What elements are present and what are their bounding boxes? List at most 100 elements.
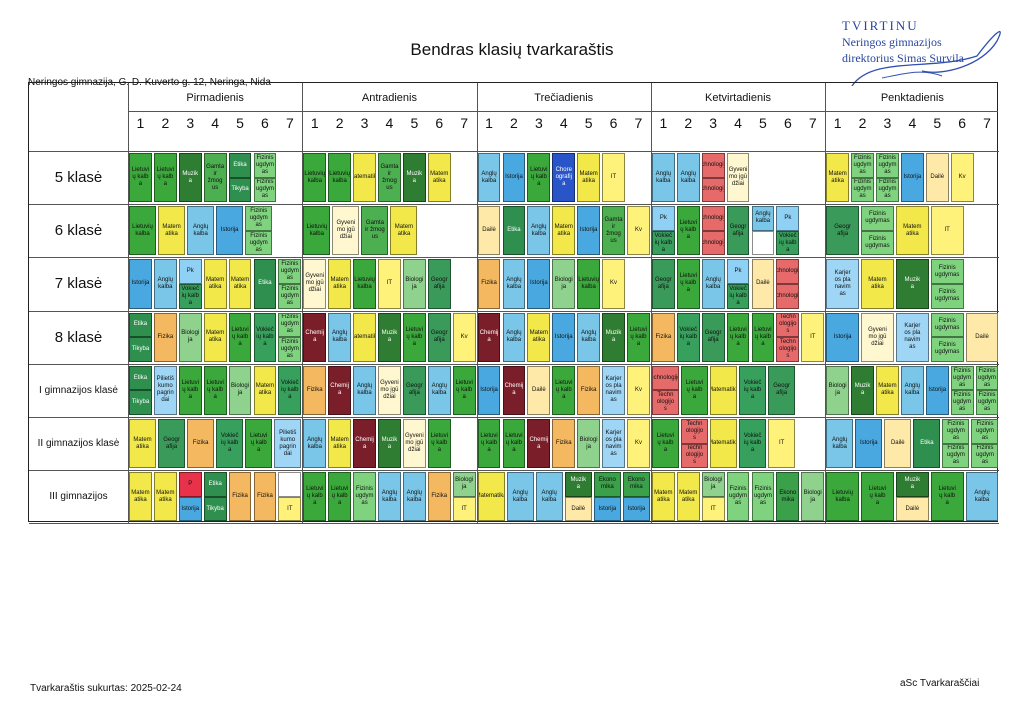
lesson-cell[interactable]: Geogr afija (427, 312, 451, 362)
lesson-cell[interactable]: Fizinis ugdym as (245, 206, 273, 231)
lesson-cell[interactable]: Dailė (965, 312, 999, 362)
lesson-cell[interactable]: Matem atika (328, 259, 352, 309)
lesson-cell[interactable]: Lietuvi ų kalb a (651, 419, 679, 469)
lesson-cell[interactable]: Fizika (577, 365, 601, 415)
lesson-cell[interactable]: Fizinis ugdym as (353, 472, 376, 522)
lesson-cell[interactable]: Fizika (153, 312, 177, 362)
lesson-cell[interactable]: Gyveni mo įgū džiai (402, 419, 426, 469)
lesson-cell[interactable]: Fizinis ugdymas (930, 337, 964, 362)
lesson-cell[interactable]: Fizinis ugdym as (726, 472, 750, 522)
lesson-cell[interactable]: Istorija (129, 259, 152, 309)
lesson-cell[interactable]: Anglų kalba (353, 365, 376, 415)
lesson-cell[interactable]: Fizika (477, 259, 501, 309)
lesson-cell[interactable]: Matem atika (390, 206, 418, 256)
lesson-cell[interactable]: Dailė (477, 206, 501, 256)
lesson-cell[interactable]: Fizinis ugdym as (971, 443, 999, 469)
lesson-cell[interactable]: Fizinis ugdym as (851, 153, 874, 178)
lesson-cell[interactable]: Kv (452, 312, 476, 362)
lesson-cell[interactable]: Fizika (187, 419, 215, 469)
lesson-cell[interactable]: Etika (228, 153, 252, 178)
lesson-cell[interactable]: Anglų kalba (502, 259, 526, 309)
lesson-cell[interactable]: Geogr afija (402, 365, 426, 415)
lesson-cell[interactable]: Istorija (577, 206, 601, 256)
lesson-cell[interactable]: Geogr afija (701, 312, 725, 362)
lesson-cell[interactable]: Techn ologijo s (651, 390, 679, 415)
lesson-cell[interactable]: Muzik a (178, 153, 202, 203)
lesson-cell[interactable]: Anglų kalba (651, 153, 675, 203)
lesson-cell[interactable]: Lietuvi ų kalb a (627, 312, 650, 362)
lesson-cell[interactable]: Anglų kalba (527, 206, 551, 256)
lesson-cell[interactable]: Fizinis ugdym as (950, 365, 974, 391)
lesson-cell[interactable]: Anglų kalba (303, 419, 327, 469)
lesson-cell[interactable]: Fizinis ugdym as (950, 390, 974, 415)
lesson-cell[interactable]: Techn ologijo s (680, 443, 708, 469)
lesson-cell[interactable]: Matem atika (527, 312, 551, 362)
lesson-cell[interactable]: Istorija (855, 419, 883, 469)
lesson-cell[interactable]: Chemij a (353, 419, 376, 469)
lesson-cell[interactable]: Istorija (216, 206, 244, 256)
lesson-cell[interactable]: Vokieč ių kalb a (739, 365, 767, 415)
lesson-cell[interactable]: Biologi ja (701, 472, 725, 497)
lesson-cell[interactable]: Biologi ja (826, 365, 850, 415)
lesson-cell[interactable]: Anglų kalba (701, 259, 725, 309)
lesson-cell[interactable]: Fizinis ugdym as (876, 153, 899, 178)
lesson-cell[interactable]: Vokieč ių kalb a (178, 284, 202, 309)
lesson-cell[interactable]: Fizinis ugdymas (930, 284, 964, 309)
lesson-cell[interactable]: Biologi ja (452, 472, 476, 497)
lesson-cell[interactable]: Fizinis ugdymas (930, 312, 964, 338)
lesson-cell[interactable]: Istorija (593, 496, 621, 522)
lesson-cell[interactable]: Lietuvi ų kalb a (477, 419, 501, 469)
lesson-cell[interactable]: Etika (502, 206, 526, 256)
lesson-cell[interactable]: Fizinis ugdym as (278, 259, 302, 284)
lesson-cell[interactable]: Fizinis ugdymas (930, 259, 964, 284)
lesson-cell[interactable]: Lietuvi ų kalb a (427, 419, 451, 469)
lesson-cell[interactable]: Kv (627, 365, 650, 415)
lesson-cell[interactable]: Biologi ja (552, 259, 576, 309)
lesson-cell[interactable]: Muzik a (895, 259, 929, 309)
lesson-cell[interactable]: Ekono mika (622, 472, 650, 497)
lesson-cell[interactable]: Gyveni mo įgū džiai (303, 259, 327, 309)
lesson-cell[interactable]: Ekono mika (776, 472, 800, 522)
lesson-cell[interactable]: Lietuvi ų kalb a (129, 153, 152, 203)
lesson-cell[interactable]: Lietuvi ų kalb a (228, 312, 252, 362)
lesson-cell[interactable]: Etika (129, 365, 152, 391)
lesson-cell[interactable]: Lietuvi ų kalb a (328, 472, 352, 522)
lesson-cell[interactable]: Tikyba (129, 337, 152, 362)
lesson-cell[interactable]: Anglų kalba (477, 153, 501, 203)
lesson-cell[interactable]: Chemij a (328, 365, 352, 415)
lesson-cell[interactable]: Matem atika (876, 365, 899, 415)
lesson-cell[interactable]: Pilietiš kumo pagrin dai (153, 365, 177, 415)
lesson-cell[interactable]: Istorija (477, 365, 501, 415)
lesson-cell[interactable]: Lietuvi ų kalb a (676, 206, 700, 256)
lesson-cell[interactable]: Tikyba (228, 177, 252, 203)
lesson-cell[interactable]: Fizinis ugdym as (278, 284, 302, 309)
lesson-cell[interactable]: Fizinis ugdym as (942, 443, 970, 469)
lesson-cell[interactable]: Gamta ir žmog us (361, 206, 389, 256)
lesson-cell[interactable]: Lietuvi ų kalb a (203, 365, 227, 415)
lesson-cell[interactable]: Kv (627, 206, 650, 256)
lesson-cell[interactable]: Lietuvi ų kalb a (402, 312, 426, 362)
lesson-cell[interactable]: Lietuvi ų kalb a (680, 365, 708, 415)
lesson-cell[interactable]: Vokieč ių kalb a (278, 365, 302, 415)
lesson-cell[interactable]: Lietuvi ų kalb a (527, 153, 551, 203)
lesson-cell[interactable]: Gamta ir žmog us (602, 206, 625, 256)
lesson-cell[interactable]: Biologi ja (228, 365, 252, 415)
lesson-cell[interactable]: Pk (776, 206, 800, 231)
lesson-cell[interactable]: Anglų kalba (506, 472, 534, 522)
lesson-cell[interactable]: Istorija (826, 312, 860, 362)
lesson-cell[interactable]: Istorija (527, 259, 551, 309)
lesson-cell[interactable]: Anglų kalba (427, 365, 451, 415)
lesson-cell[interactable]: Pk (178, 259, 202, 284)
lesson-cell[interactable]: Anglų kalba (826, 419, 854, 469)
lesson-cell[interactable]: Geogr afija (427, 259, 451, 309)
lesson-cell[interactable]: Matem atika (253, 365, 277, 415)
lesson-cell[interactable]: Kv (627, 419, 650, 469)
lesson-cell[interactable]: Muzik a (895, 472, 929, 497)
